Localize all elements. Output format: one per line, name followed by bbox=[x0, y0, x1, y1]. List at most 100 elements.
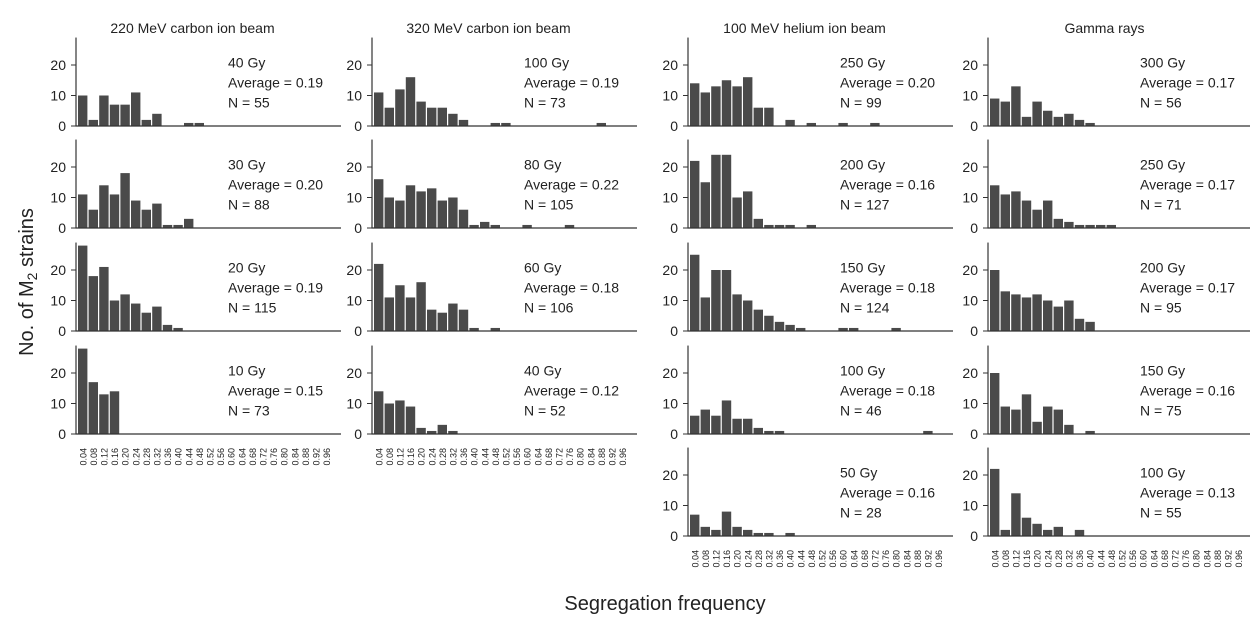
x-tick-label: 0.76 bbox=[1181, 550, 1191, 568]
bar bbox=[753, 427, 763, 434]
n-label: N = 28 bbox=[840, 505, 882, 521]
bar bbox=[1085, 430, 1095, 434]
x-tick-label: 0.92 bbox=[924, 550, 934, 568]
y-tick-label: 10 bbox=[662, 293, 678, 309]
average-label: Average = 0.18 bbox=[524, 280, 619, 296]
bar bbox=[1064, 113, 1074, 126]
bar bbox=[1064, 424, 1074, 434]
bar bbox=[120, 173, 130, 228]
bar bbox=[1011, 86, 1021, 126]
bar bbox=[416, 282, 426, 331]
y-tick-label: 0 bbox=[354, 426, 362, 442]
y-tick-label: 20 bbox=[346, 262, 362, 278]
dose-label: 300 Gy bbox=[1140, 55, 1185, 71]
bar bbox=[416, 427, 426, 434]
bar bbox=[78, 245, 88, 331]
bar bbox=[1064, 300, 1074, 331]
bar bbox=[416, 101, 426, 126]
panel-20-gy: 0 10 20 20 Gy Average = 0.19 N = 115 bbox=[50, 242, 341, 339]
bar bbox=[173, 224, 183, 228]
x-tick-label: 0.20 bbox=[417, 448, 427, 466]
bar bbox=[690, 514, 700, 536]
bar bbox=[427, 188, 437, 228]
dose-label: 20 Gy bbox=[228, 260, 265, 276]
bar bbox=[88, 382, 98, 434]
average-label: Average = 0.12 bbox=[524, 383, 619, 399]
bar bbox=[437, 312, 447, 331]
bar bbox=[88, 119, 98, 126]
y-tick-label: 10 bbox=[962, 88, 978, 104]
x-tick-label: 0.68 bbox=[248, 448, 258, 466]
bar bbox=[743, 191, 753, 228]
bar bbox=[774, 430, 785, 434]
dose-label: 150 Gy bbox=[840, 260, 885, 276]
x-tick-label: 0.52 bbox=[1118, 550, 1128, 568]
x-tick-label: 0.24 bbox=[427, 448, 437, 466]
bar bbox=[152, 113, 162, 126]
panel-250-gy: 0 10 20 250 Gy Average = 0.17 N = 71 bbox=[962, 139, 1250, 236]
y-tick-label: 20 bbox=[962, 467, 978, 483]
bar bbox=[395, 200, 405, 228]
x-tick-label: 0.92 bbox=[608, 448, 618, 466]
x-tick-label: 0.32 bbox=[449, 448, 459, 466]
x-tick-label: 0.16 bbox=[722, 550, 732, 568]
bar bbox=[700, 297, 710, 331]
y-tick-label: 10 bbox=[962, 190, 978, 206]
bar bbox=[99, 185, 109, 228]
y-tick-label: 0 bbox=[354, 220, 362, 236]
x-tick-label: 0.84 bbox=[586, 448, 596, 466]
x-tick-label: 0.96 bbox=[934, 550, 944, 568]
x-tick-label: 0.44 bbox=[184, 448, 194, 466]
bar bbox=[490, 327, 500, 331]
bar bbox=[109, 391, 120, 434]
bar bbox=[88, 276, 98, 331]
bar bbox=[469, 327, 479, 331]
bar bbox=[1074, 119, 1085, 126]
x-tick-label: 0.56 bbox=[512, 448, 522, 466]
x-tick-label: 0.72 bbox=[871, 550, 881, 568]
bar bbox=[427, 107, 437, 126]
panel-200-gy: 0 10 20 200 Gy Average = 0.17 N = 95 bbox=[962, 242, 1250, 339]
bar bbox=[743, 529, 753, 536]
x-tick-label: 0.40 bbox=[786, 550, 796, 568]
bar bbox=[690, 160, 700, 228]
bar bbox=[448, 430, 458, 434]
panel-250-gy: 0 10 20 250 Gy Average = 0.20 N = 99 bbox=[662, 37, 953, 134]
average-label: Average = 0.17 bbox=[1140, 177, 1235, 193]
n-label: N = 56 bbox=[1140, 95, 1182, 111]
x-tick-label: 0.20 bbox=[121, 448, 131, 466]
y-tick-label: 10 bbox=[662, 396, 678, 412]
bar bbox=[990, 373, 1000, 434]
bar bbox=[764, 430, 774, 434]
bar bbox=[480, 221, 490, 228]
x-tick-label: 0.92 bbox=[312, 448, 322, 466]
y-tick-label: 10 bbox=[346, 190, 362, 206]
y-tick-label: 0 bbox=[970, 118, 978, 134]
x-tick-label: 0.44 bbox=[796, 550, 806, 568]
y-tick-label: 20 bbox=[346, 159, 362, 175]
bar bbox=[1011, 409, 1021, 434]
bar bbox=[753, 532, 763, 536]
bar bbox=[374, 92, 384, 126]
bar bbox=[78, 194, 88, 228]
average-label: Average = 0.16 bbox=[1140, 383, 1235, 399]
x-tick-label: 0.44 bbox=[480, 448, 490, 466]
bar bbox=[1000, 101, 1010, 126]
bar bbox=[806, 224, 816, 228]
x-tick-label: 0.40 bbox=[1086, 550, 1096, 568]
y-tick-label: 0 bbox=[58, 220, 66, 236]
x-tick-label: 0.96 bbox=[1234, 550, 1244, 568]
bar bbox=[1021, 297, 1032, 331]
bar bbox=[1021, 517, 1032, 536]
bar bbox=[1011, 493, 1021, 536]
bar bbox=[753, 309, 763, 331]
bar bbox=[732, 86, 742, 126]
x-tick-label: 0.88 bbox=[1213, 550, 1223, 568]
x-tick-label: 0.56 bbox=[216, 448, 226, 466]
bar bbox=[1106, 224, 1116, 228]
y-tick-label: 10 bbox=[50, 88, 66, 104]
y-tick-label: 10 bbox=[962, 498, 978, 514]
y-tick-label: 20 bbox=[962, 365, 978, 381]
bar bbox=[764, 532, 774, 536]
bar bbox=[448, 197, 458, 228]
